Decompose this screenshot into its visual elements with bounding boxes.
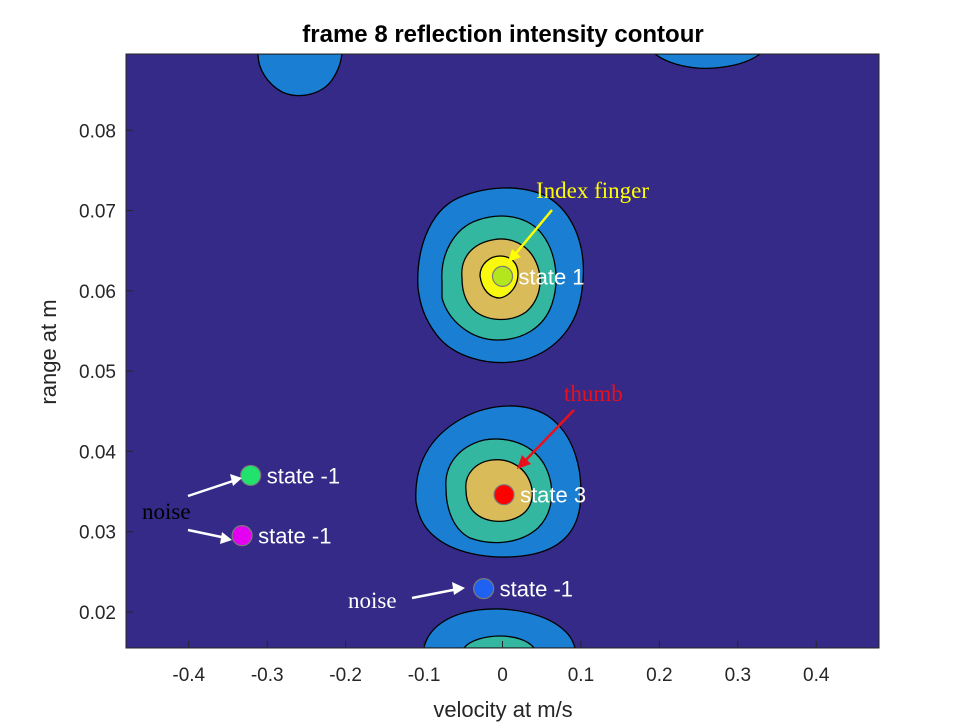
state-point	[493, 484, 515, 506]
annotation-noise-left-arrowhead2	[220, 532, 232, 544]
y-tick-label: 0.05	[79, 362, 116, 383]
state-label: state 3	[520, 483, 586, 508]
y-axis: 0.02 0.03 0.04 0.05 0.06 0.07 0.08	[79, 121, 133, 624]
x-axis-label: velocity at m/s	[433, 697, 572, 722]
annotation-noise-left-arrowhead1	[230, 474, 242, 486]
x-tick-label: -0.2	[329, 665, 362, 686]
y-tick-label: 0.08	[79, 121, 116, 142]
chart-title: frame 8 reflection intensity contour	[302, 21, 703, 48]
state-label: state -1	[258, 524, 331, 549]
x-axis: -0.4 -0.3 -0.2 -0.1 0 0.1 0.2 0.3 0.4	[172, 641, 830, 686]
y-tick-label: 0.02	[79, 603, 116, 624]
annotation-noise-bottom: noise	[348, 588, 397, 613]
state-point	[473, 577, 495, 600]
x-tick-label: 0	[497, 665, 508, 686]
plot-area: state 1 state 3 state -1 state -1 state -1	[126, 54, 879, 648]
annotation-noise-bottom-arrow	[411, 587, 459, 600]
state-point	[231, 525, 253, 547]
contour-blob-top-left	[257, 54, 343, 97]
annotation-thumb: thumb	[564, 381, 623, 406]
contour-blob-bottom	[423, 608, 576, 648]
annotation-noise-left-arrow2	[187, 528, 227, 540]
annotation-index-finger: Index finger	[536, 178, 649, 203]
state-label: state -1	[267, 463, 340, 488]
state-label: state -1	[500, 577, 573, 602]
state-point	[240, 464, 262, 487]
x-tick-label: 0.3	[725, 665, 751, 686]
points-layer: state 1 state 3 state -1 state -1 state -1	[231, 264, 586, 602]
annotation-thumb-arrow	[521, 409, 575, 465]
annotation-noise-left: noise	[142, 499, 191, 524]
y-tick-label: 0.07	[79, 202, 116, 223]
contour-blob-top-right	[653, 54, 762, 70]
x-tick-label: 0.4	[803, 665, 830, 686]
y-tick-label: 0.03	[79, 523, 116, 544]
y-tick-label: 0.04	[79, 442, 116, 463]
annotation-index-finger-arrowhead	[508, 249, 521, 262]
contour-blob-bottom-inner	[463, 635, 535, 648]
x-tick-label: 0.1	[568, 665, 594, 686]
state-label: state 1	[519, 264, 585, 289]
annotation-noise-bottom-arrowhead	[452, 582, 465, 595]
y-axis-label: range at m	[36, 299, 61, 404]
x-tick-label: -0.1	[408, 665, 441, 686]
x-tick-label: -0.4	[172, 665, 205, 686]
annotation-index-finger-arrow	[511, 209, 553, 259]
state-point	[491, 265, 514, 287]
annotation-thumb-arrowhead	[517, 455, 531, 469]
x-tick-label: 0.2	[646, 665, 672, 686]
x-tick-label: -0.3	[251, 665, 284, 686]
annotation-noise-left-arrow1	[187, 478, 237, 498]
y-tick-label: 0.06	[79, 282, 116, 303]
